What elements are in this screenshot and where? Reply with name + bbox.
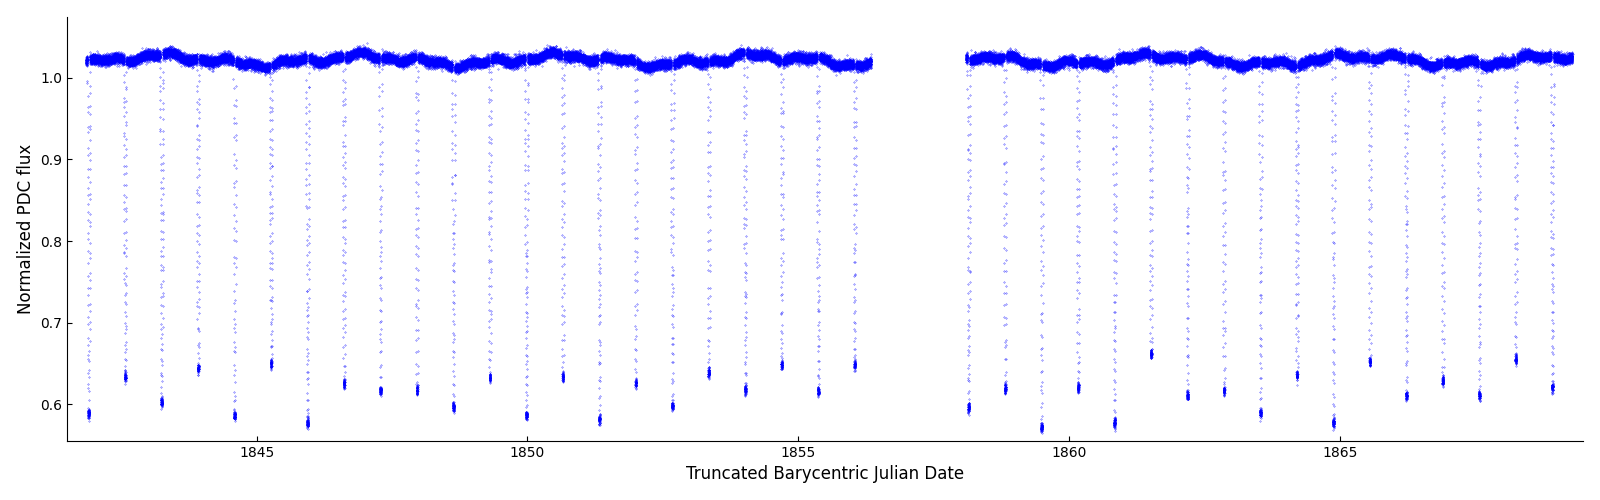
X-axis label: Truncated Barycentric Julian Date: Truncated Barycentric Julian Date: [686, 466, 965, 483]
Y-axis label: Normalized PDC flux: Normalized PDC flux: [16, 144, 35, 314]
